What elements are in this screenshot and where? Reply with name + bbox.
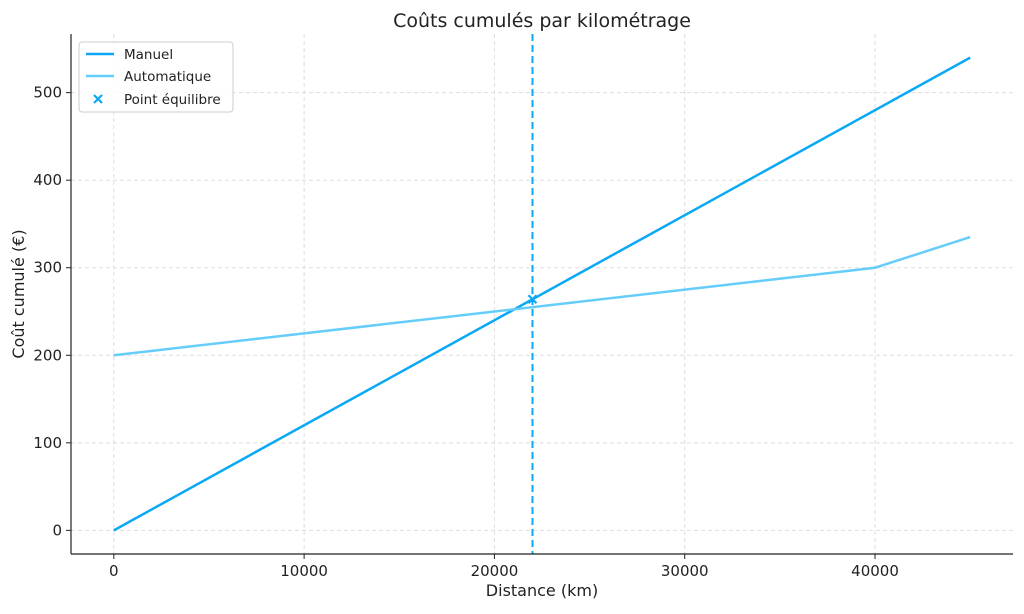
chart-title: Coûts cumulés par kilométrage (393, 10, 691, 32)
x-tick-label: 10000 (280, 562, 328, 580)
legend-marker-equilibre (93, 94, 103, 104)
legend: Manuel Automatique Point équilibre (78, 41, 234, 113)
x-tick-label: 40000 (851, 562, 899, 580)
y-tick-label: 100 (33, 434, 62, 452)
ticks: 0 10000 20000 30000 40000 0 100 200 300 400 500 (33, 84, 899, 580)
y-tick-label: 500 (33, 84, 62, 102)
x-stroke (93, 94, 103, 104)
series-line-automatique (113, 235, 971, 357)
x-stroke (527, 294, 538, 305)
series (113, 34, 971, 554)
legend-label-equilibre: Point équilibre (124, 92, 221, 108)
y-tick-label: 200 (33, 346, 62, 364)
y-tick-label: 0 (52, 521, 62, 539)
legend-x-marker (93, 94, 103, 104)
legend-label-automatique: Automatique (124, 69, 211, 85)
y-axis-label: Coût cumulé (€) (9, 229, 28, 358)
legend-label-manuel: Manuel (124, 47, 173, 63)
series-line-manuel (113, 56, 971, 532)
y-tick-label: 400 (33, 171, 62, 189)
x-axis-label: Distance (km) (486, 581, 598, 600)
x-tick-label: 0 (109, 562, 119, 580)
x-tick-label: 30000 (661, 562, 709, 580)
equilibrium-marker (527, 294, 538, 305)
y-tick-label: 300 (33, 259, 62, 277)
x-tick-label: 20000 (471, 562, 519, 580)
